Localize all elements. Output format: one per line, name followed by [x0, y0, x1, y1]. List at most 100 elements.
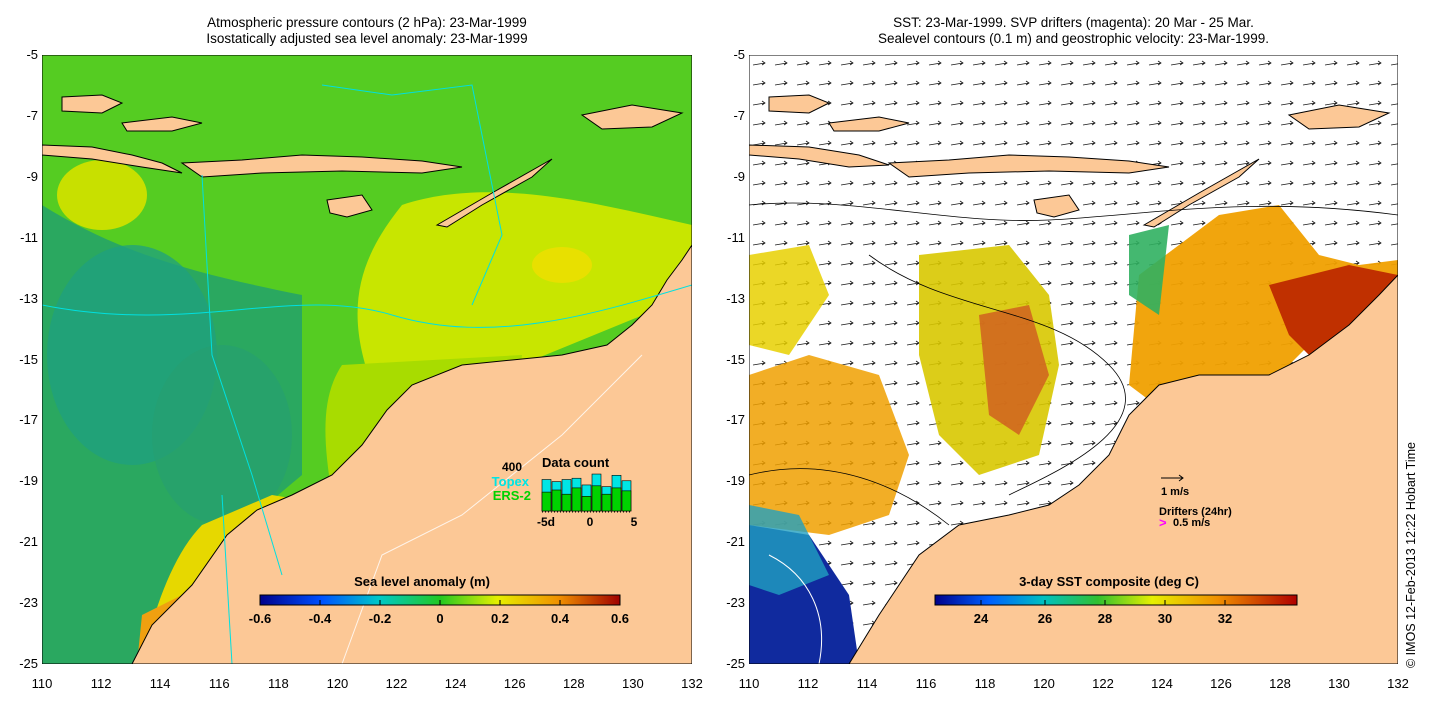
- sst-ticks-1: 26: [1038, 611, 1052, 626]
- sst-ticks-2: 28: [1098, 611, 1112, 626]
- lon-tick-6: 122: [1092, 676, 1114, 691]
- lon-tick-4: 118: [267, 676, 289, 691]
- lat-tick-2: -9: [733, 168, 745, 184]
- left-title: Atmospheric pressure contours (2 hPa): 2…: [42, 15, 692, 47]
- sea-level-anomaly-map: Sea level anomaly (m) -0.6 -0.4 -0.2 0 0.2 0.…: [42, 55, 692, 664]
- lat-tick-0: -5: [26, 47, 38, 62]
- sla-ticks-3: 0: [436, 611, 443, 626]
- velocity-scale: 1 m/s: [1161, 474, 1189, 498]
- inset-bar-ers2-6: [601, 493, 612, 512]
- lat-tick-8: -21: [19, 534, 38, 550]
- inset-bar-ers2-1: [551, 489, 562, 512]
- lat-tick-0: -5: [733, 47, 745, 62]
- sst-colorbar-ticks: 24 26 28 30 32: [974, 600, 1232, 626]
- lon-tick-5: 120: [326, 676, 349, 691]
- northern-islands: [61, 94, 684, 132]
- sla-ticks-6: 0.6: [611, 611, 629, 626]
- drifter-speed-label: 0.5 m/s: [1173, 517, 1210, 529]
- inset-ymax-label: 400: [502, 460, 522, 474]
- lon-tick-9: 128: [562, 676, 585, 691]
- lat-tick-10: -25: [19, 656, 38, 671]
- inset-xtick-2: 5: [631, 515, 638, 529]
- lat-tick-3: -11: [20, 229, 38, 245]
- lon-tick-7: 124: [444, 676, 467, 691]
- lat-tick-9: -23: [19, 595, 38, 611]
- lat-tick-6: -17: [19, 412, 38, 428]
- sla-colorbar-ticks: -0.6 -0.4 -0.2 0 0.2 0.4 0.6: [249, 600, 629, 626]
- lat-tick-7: -19: [19, 473, 38, 489]
- lat-tick-5: -15: [19, 351, 38, 367]
- lon-tick-11: 132: [681, 676, 703, 691]
- java-land: [42, 144, 183, 174]
- sst-map: 1 m/s Drifters (24hr) > 0.5 m/s 3-day SS…: [749, 55, 1398, 664]
- inset-bar-ers2-2: [561, 493, 572, 512]
- nusa-tenggara-land-right: [887, 154, 1170, 178]
- lon-tick-7: 124: [1151, 676, 1173, 691]
- inset-legend-ers2: ERS-2: [493, 488, 531, 503]
- lon-tick-9: 128: [1269, 676, 1291, 691]
- sst-ticks-4: 32: [1218, 611, 1232, 626]
- sla-ticks-1: -0.4: [309, 611, 332, 626]
- australia-land-right: [848, 274, 1398, 664]
- nusa-tenggara-land: [180, 154, 463, 178]
- lon-tick-1: 112: [797, 676, 819, 691]
- lon-tick-2: 114: [149, 676, 171, 691]
- lon-tick-8: 126: [1210, 676, 1232, 691]
- sla-ticks-2: -0.2: [369, 611, 391, 626]
- left-title-line2: Isostatically adjusted sea level anomaly…: [206, 31, 528, 46]
- inset-bar-ers2-5: [591, 485, 602, 512]
- lon-tick-8: 126: [503, 676, 526, 691]
- australia-land: [131, 244, 692, 664]
- lon-tick-1: 112: [90, 676, 112, 691]
- inset-xtick-0: -5d: [537, 515, 555, 529]
- lon-tick-11: 132: [1387, 676, 1409, 691]
- velocity-scale-label: 1 m/s: [1161, 486, 1189, 498]
- lon-tick-10: 130: [622, 676, 644, 691]
- lat-tick-9: -23: [726, 595, 745, 611]
- credit-text: © IMOS 12-Feb-2013 12:22 Hobart Time: [1404, 442, 1418, 668]
- sst-colorbar: [934, 594, 1298, 606]
- lon-tick-0: 110: [738, 676, 760, 691]
- sst-ticks-3: 30: [1158, 611, 1172, 626]
- lat-tick-8: -21: [726, 534, 745, 550]
- lon-tick-6: 122: [385, 676, 408, 691]
- inset-title: Data count: [542, 455, 610, 470]
- inset-bar-ers2-8: [621, 490, 632, 512]
- lat-tick-7: -19: [726, 473, 745, 489]
- drifters-label: Drifters (24hr): [1159, 506, 1232, 518]
- inset-xtick-1: 0: [587, 515, 594, 529]
- inset-bar-ers2-0: [541, 491, 552, 512]
- inset-bar-ers2-4: [581, 495, 592, 512]
- lon-tick-3: 116: [915, 676, 937, 691]
- lat-tick-6: -17: [726, 412, 745, 428]
- lat-tick-1: -7: [26, 107, 38, 123]
- inset-bar-ers2-7: [611, 487, 622, 512]
- sla-colorbar-label: Sea level anomaly (m): [354, 574, 490, 589]
- lat-tick-5: -15: [726, 351, 745, 367]
- sumba-land-right: [1033, 194, 1080, 218]
- lat-tick-2: -9: [26, 168, 38, 184]
- lon-tick-0: 110: [31, 676, 53, 691]
- lon-tick-4: 118: [974, 676, 996, 691]
- java-land-right: [749, 144, 890, 168]
- drifter-marker: >: [1159, 515, 1167, 530]
- inset-bars: [541, 473, 632, 512]
- lon-tick-5: 120: [1033, 676, 1055, 691]
- lat-tick-1: -7: [733, 107, 745, 123]
- inset-legend-topex: Topex: [492, 474, 530, 489]
- sst-ticks-0: 24: [974, 611, 989, 626]
- left-title-line1: Atmospheric pressure contours (2 hPa): 2…: [207, 15, 527, 30]
- sst-colorbar-label: 3-day SST composite (deg C): [1019, 574, 1199, 589]
- right-title: SST: 23-Mar-1999. SVP drifters (magenta)…: [749, 15, 1398, 47]
- lat-tick-10: -25: [726, 656, 745, 671]
- data-count-inset: 400 Data count Topex ERS-2 -5d 0 5: [492, 455, 638, 529]
- inset-bar-ers2-3: [571, 487, 582, 512]
- lon-tick-2: 114: [856, 676, 878, 691]
- right-title-line1: SST: 23-Mar-1999. SVP drifters (magenta)…: [893, 15, 1254, 30]
- lat-tick-4: -13: [726, 290, 745, 306]
- sla-ticks-0: -0.6: [249, 611, 271, 626]
- timor-land: [435, 158, 553, 228]
- lon-tick-3: 116: [208, 676, 230, 691]
- sla-ticks-4: 0.2: [491, 611, 509, 626]
- lon-tick-10: 130: [1328, 676, 1350, 691]
